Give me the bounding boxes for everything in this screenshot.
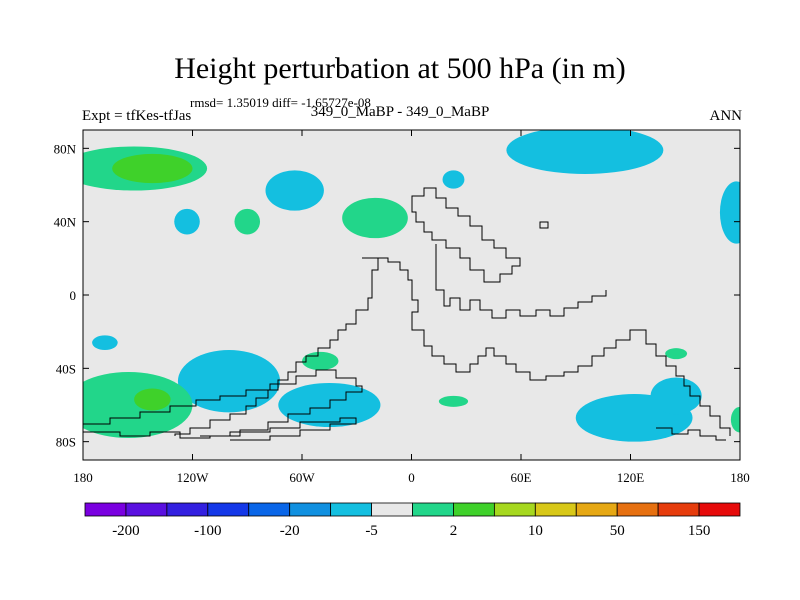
n-europe-negative-small xyxy=(442,170,465,189)
x-tick-label: 60W xyxy=(289,470,315,485)
y-tick-label: 0 xyxy=(70,288,77,303)
colorbar-box xyxy=(289,502,332,517)
x-tick-label: 180 xyxy=(73,470,93,485)
colorbar-box xyxy=(493,502,536,517)
colorbar-box xyxy=(84,502,127,517)
rmsd-diff-stats: rmsd= 1.35019 diff= -1.65727e-08 xyxy=(190,95,371,110)
y-axis: 80N 40N 0 40S 80S xyxy=(54,141,740,450)
colorbar-label: 50 xyxy=(610,523,625,539)
season-label: ANN xyxy=(709,108,743,124)
anomaly-contours xyxy=(83,130,740,442)
australia-positive-small xyxy=(665,348,688,360)
colorbar-box xyxy=(330,502,372,517)
x-tick-label: 120E xyxy=(617,470,645,485)
colorbar-label: -20 xyxy=(280,523,300,539)
siberia-negative xyxy=(506,130,664,174)
s-pacific-negative xyxy=(177,350,281,413)
s-pacific-negative-small xyxy=(92,335,118,350)
colorbar-box xyxy=(616,502,659,517)
colorbar-box xyxy=(698,502,741,517)
nw-pacific-positive-core xyxy=(112,153,193,184)
x-tick-label: 60E xyxy=(511,470,532,485)
s-indian-positive-small xyxy=(438,395,469,407)
s-atlantic-positive-small xyxy=(302,351,339,371)
s-pacific-positive-core xyxy=(134,388,171,411)
ne-pacific-negative xyxy=(719,181,740,244)
colorbar-box xyxy=(248,502,291,517)
x-axis: 180 120W 60W 0 60E 120E 180 xyxy=(73,130,750,485)
colorbar-box xyxy=(534,502,577,517)
y-tick-label: 80N xyxy=(54,141,77,156)
colorbar-box xyxy=(575,502,618,517)
colorbar-box xyxy=(166,502,209,517)
colorbar-label: 2 xyxy=(450,523,458,539)
colorbar-label: -100 xyxy=(194,523,222,539)
s-indian-negative-extension xyxy=(650,377,702,415)
colorbar-label: -5 xyxy=(365,523,378,539)
x-tick-label: 0 xyxy=(408,470,415,485)
coastline-island xyxy=(539,221,549,229)
colorbar-box xyxy=(412,502,454,517)
period-label: 349_0_MaBP - 349_0_MaBP xyxy=(310,104,490,120)
figure-title: Height perturbation at 500 hPa (in m) xyxy=(174,52,626,85)
colorbar-box xyxy=(453,502,495,517)
y-tick-label: 40N xyxy=(54,215,77,230)
colorbar-box xyxy=(657,502,700,517)
coastline-east-antarctica xyxy=(656,427,726,441)
x-tick-label: 120W xyxy=(177,470,210,485)
colorbar-label: 10 xyxy=(528,523,543,539)
y-tick-label: 40S xyxy=(56,361,76,376)
colorbar: -200 -100 -20 -5 2 10 50 150 xyxy=(84,502,741,539)
coastline-ross xyxy=(200,417,357,441)
s-atlantic-negative xyxy=(278,383,381,427)
coastline-americas xyxy=(174,257,379,436)
colorbar-box xyxy=(207,502,250,517)
s-pacific-east-positive xyxy=(730,406,740,433)
colorbar-label: -200 xyxy=(112,523,140,539)
n-pacific-negative-small xyxy=(174,208,200,235)
n-pacific-positive-small xyxy=(234,208,261,235)
coastline-americas-east xyxy=(378,257,731,436)
y-tick-label: 80S xyxy=(56,435,76,450)
n-america-negative xyxy=(265,170,324,211)
s-pacific-positive xyxy=(83,372,193,438)
coastline-north xyxy=(411,187,521,283)
atlantic-positive xyxy=(342,197,408,239)
coastline xyxy=(83,187,731,441)
colorbar-box xyxy=(125,502,168,517)
coastline-eurasia xyxy=(435,244,607,319)
colorbar-label: 150 xyxy=(688,523,711,539)
experiment-label: Expt = tfKes-tfJas xyxy=(82,108,192,124)
colorbar-box xyxy=(371,502,413,517)
x-tick-label: 180 xyxy=(730,470,750,485)
coastline-antarctica xyxy=(83,369,363,439)
